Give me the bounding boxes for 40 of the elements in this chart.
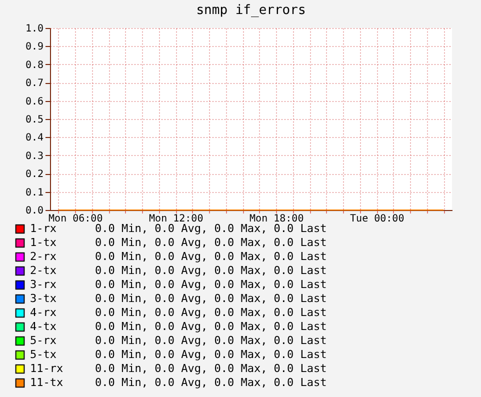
text: 0.0 Min, 0.0 Avg, 0.0 Max, 0.0 Last bbox=[95, 264, 327, 277]
text: 0.0 Min, 0.0 Avg, 0.0 Max, 0.0 Last bbox=[95, 278, 327, 291]
text: 0.0 Min, 0.0 Avg, 0.0 Max, 0.0 Last bbox=[95, 376, 327, 389]
y-tick-label: 0.5 bbox=[25, 114, 44, 126]
text: 0.0 Min, 0.0 Avg, 0.0 Max, 0.0 Last bbox=[95, 362, 327, 375]
y-tick-label: 0.2 bbox=[25, 169, 44, 180]
x-tick-label: Mon 12:00 bbox=[149, 214, 204, 224]
y-tick-label: 0.7 bbox=[25, 78, 44, 90]
y-tick-label: 0.4 bbox=[25, 132, 44, 144]
chart-title: snmp if_errors bbox=[196, 3, 306, 18]
text: 0.0 Min, 0.0 Avg, 0.0 Max, 0.0 Last bbox=[95, 306, 327, 319]
legend-label: 5-tx bbox=[30, 348, 57, 361]
y-tick-label: 0.8 bbox=[25, 60, 44, 71]
legend-label: 4-tx bbox=[30, 320, 57, 333]
text: 0.0 Min, 0.0 Avg, 0.0 Max, 0.0 Last bbox=[95, 292, 327, 305]
text: 0.0 Min, 0.0 Avg, 0.0 Max, 0.0 Last bbox=[95, 348, 327, 361]
y-tick-label: 0.6 bbox=[25, 96, 44, 108]
legend-label: 5-rx bbox=[30, 334, 57, 347]
legend-label: 3-rx bbox=[30, 278, 57, 291]
text: 0.0 Min, 0.0 Avg, 0.0 Max, 0.0 Last bbox=[95, 250, 327, 263]
legend-label: 2-rx bbox=[30, 250, 57, 263]
text: 0.0 Min, 0.0 Avg, 0.0 Max, 0.0 Last bbox=[95, 320, 327, 333]
legend-label: 2-tx bbox=[30, 264, 57, 277]
text: 0.0 Min, 0.0 Avg, 0.0 Max, 0.0 Last bbox=[95, 334, 327, 347]
text: 0.0 Min, 0.0 Avg, 0.0 Max, 0.0 Last bbox=[95, 236, 327, 249]
x-tick-label: Mon 06:00 bbox=[48, 214, 103, 224]
y-tick-label: 0.3 bbox=[25, 150, 44, 162]
legend-label: 11-tx bbox=[30, 376, 64, 389]
legend-label: 1-tx bbox=[30, 236, 57, 249]
legend-label: 4-rx bbox=[30, 306, 57, 319]
legend-label: 3-tx bbox=[30, 292, 57, 305]
y-tick-label: 0.0 bbox=[25, 206, 44, 216]
text: 0.0 Min, 0.0 Avg, 0.0 Max, 0.0 Last bbox=[95, 222, 327, 235]
y-tick-label: 0.1 bbox=[25, 187, 44, 198]
y-tick-label: 0.9 bbox=[25, 42, 44, 53]
y-tick-label: 1.0 bbox=[25, 24, 44, 34]
x-tick-label: Tue 00:00 bbox=[350, 214, 404, 224]
x-tick-label: Mon 18:00 bbox=[250, 214, 304, 224]
legend-label: 1-rx bbox=[30, 222, 57, 235]
legend-label: 11-rx bbox=[30, 362, 64, 375]
